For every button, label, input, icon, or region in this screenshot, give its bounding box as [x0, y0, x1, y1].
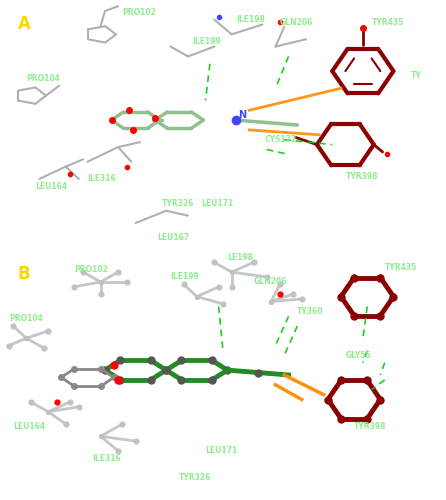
Text: TYR435: TYR435: [385, 262, 417, 272]
Text: PRO104: PRO104: [9, 314, 43, 323]
Text: GLN206: GLN206: [254, 278, 287, 286]
Text: PRO102: PRO102: [123, 8, 157, 17]
Text: ILE199: ILE199: [192, 37, 221, 46]
Text: TY360: TY360: [297, 306, 324, 316]
Text: B: B: [17, 265, 30, 283]
Text: LEU164: LEU164: [35, 182, 67, 190]
Text: ILE199: ILE199: [170, 272, 199, 281]
Text: CYS172: CYS172: [264, 135, 297, 144]
Text: N: N: [238, 110, 247, 120]
Text: LEU171: LEU171: [201, 199, 233, 208]
Text: ILE198: ILE198: [236, 15, 265, 24]
Text: LEU167: LEU167: [157, 233, 190, 242]
Text: PRO104: PRO104: [26, 74, 60, 83]
Text: TYR398: TYR398: [345, 172, 378, 181]
Text: LEU164: LEU164: [13, 422, 45, 431]
Text: TYR435: TYR435: [372, 18, 404, 26]
Text: LE198: LE198: [227, 253, 253, 262]
Text: TYR326: TYR326: [179, 474, 212, 482]
Text: A: A: [17, 14, 30, 33]
Text: GLN206: GLN206: [280, 18, 313, 26]
Text: TYR326: TYR326: [162, 199, 194, 208]
Text: GLY55: GLY55: [345, 351, 371, 360]
Text: ILE316: ILE316: [87, 174, 116, 184]
Text: TYR398: TYR398: [354, 422, 387, 431]
Text: ILE316: ILE316: [92, 454, 120, 463]
Text: LEU171: LEU171: [206, 446, 238, 456]
Text: TY: TY: [411, 72, 422, 80]
Text: PRO102: PRO102: [74, 265, 108, 274]
